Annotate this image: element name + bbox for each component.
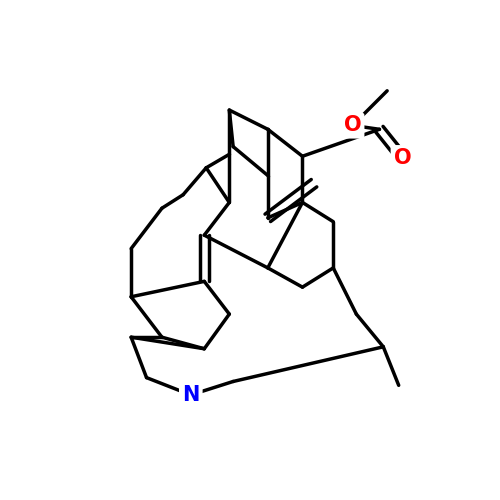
- Text: O: O: [394, 148, 411, 168]
- Text: O: O: [344, 116, 361, 136]
- Text: N: N: [182, 385, 200, 405]
